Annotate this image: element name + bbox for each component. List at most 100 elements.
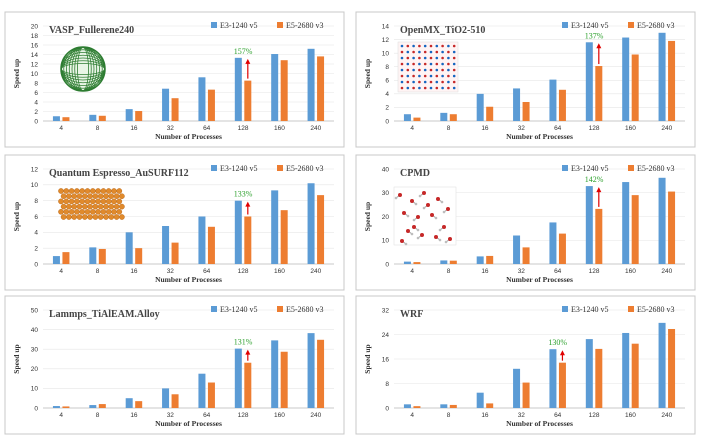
bar-e5-2680v3 [244, 80, 252, 121]
bar-e5-2680v3 [486, 255, 494, 264]
surface-atom [97, 203, 104, 210]
bar-e5-2680v3 [668, 328, 676, 408]
crystal-atom [447, 86, 450, 90]
crystal-atom [406, 56, 410, 60]
x-axis-label: Number of Processes [155, 275, 222, 284]
bar-e3-1240v5 [234, 57, 242, 121]
molecule-atom [410, 232, 414, 236]
y-tick-label: 24 [382, 332, 390, 339]
surface-atom [82, 203, 88, 210]
bar-e3-1240v5 [622, 182, 630, 264]
bar-e5-2680v3 [413, 406, 421, 408]
y-tick-label: 32 [382, 307, 390, 314]
legend-label-e5: E5-2680 v3 [637, 164, 675, 173]
crystal-atom [412, 86, 415, 90]
x-tick-label: 64 [554, 412, 562, 419]
crystal-atom [400, 56, 404, 60]
chart-panel-3: 0 2 4 6 8 10 12 4 8 16 32 64 128 160 240 Number of Proc… [4, 154, 345, 291]
x-tick-label: 8 [447, 412, 451, 419]
crystal-atom [418, 74, 421, 78]
fullerene-parallel [61, 63, 105, 75]
legend-swatch-e5 [628, 165, 634, 171]
bar-e5-2680v3 [62, 252, 70, 264]
bar-e5-2680v3 [98, 115, 106, 121]
bar-e5-2680v3 [631, 195, 639, 264]
bar-e3-1240v5 [307, 48, 315, 121]
y-tick-label: 8 [385, 381, 389, 388]
x-tick-label: 8 [447, 125, 451, 132]
bar-e3-1240v5 [52, 406, 60, 408]
bar-e3-1240v5 [271, 190, 279, 264]
bar-e3-1240v5 [513, 368, 521, 408]
crystal-atom [441, 50, 444, 54]
crystal-atom [447, 74, 450, 78]
molecule-atom [418, 194, 422, 198]
legend-label-e5: E5-2680 v3 [286, 164, 324, 173]
legend-label-e5: E5-2680 v3 [637, 21, 675, 30]
x-tick-label: 240 [310, 412, 321, 419]
molecule-atom [440, 200, 444, 204]
crystal-atom [452, 50, 456, 54]
y-axis-label: Speed up [363, 59, 372, 88]
y-tick-label: 10 [31, 71, 39, 78]
surface-atom [92, 203, 99, 210]
legend-swatch-e3 [211, 22, 217, 28]
annotation-arrowhead [596, 187, 602, 193]
molecule-atom [412, 225, 416, 229]
bar-e3-1240v5 [52, 256, 60, 264]
annotation-arrowhead [245, 349, 251, 355]
molecule-atom [412, 218, 416, 222]
bar-e5-2680v3 [135, 401, 143, 408]
surface-atom [84, 198, 91, 205]
surface-atom [116, 198, 123, 205]
x-tick-label: 240 [661, 268, 672, 275]
crystal-atom [412, 80, 415, 84]
x-axis-label: Number of Processes [506, 132, 573, 141]
x-tick-label: 128 [589, 125, 600, 132]
molecule-atom [434, 216, 438, 220]
bar-e5-2680v3 [668, 40, 676, 121]
bar-e3-1240v5 [658, 32, 666, 121]
y-tick-label: 20 [31, 23, 39, 30]
surface-atom [95, 198, 101, 205]
x-tick-label: 32 [167, 268, 175, 275]
crystal-atom [447, 68, 450, 72]
y-axis-label: Speed up [12, 202, 21, 231]
crystal-atom [418, 62, 421, 66]
bar-e5-2680v3 [449, 260, 457, 264]
bar-e5-2680v3 [62, 117, 70, 121]
surface-atom [116, 208, 123, 215]
molecule-atom [422, 191, 426, 195]
x-tick-label: 16 [481, 412, 489, 419]
surface-atom [74, 208, 80, 215]
chart-title: CPMD [400, 168, 430, 179]
crystal-atom [429, 62, 433, 66]
crystal-atom [441, 86, 444, 90]
bar-e3-1240v5 [403, 404, 411, 408]
bar-e3-1240v5 [585, 42, 593, 121]
bar-e3-1240v5 [234, 200, 242, 264]
molecule-atom [448, 237, 452, 241]
x-axis-label: Number of Processes [506, 275, 573, 284]
surface-atom [108, 193, 115, 199]
surface-atom [92, 193, 99, 199]
y-tick-label: 20 [382, 214, 390, 221]
y-tick-label: 8 [34, 198, 38, 205]
bar-e3-1240v5 [585, 186, 593, 264]
crystal-atom [452, 74, 456, 78]
x-tick-label: 32 [518, 412, 526, 419]
legend-swatch-e5 [277, 306, 283, 312]
crystal-atom [452, 62, 456, 66]
crystal-atom [435, 50, 439, 54]
bar-e5-2680v3 [207, 89, 215, 121]
surface-atom [58, 198, 64, 205]
crystal-atom [441, 68, 444, 72]
molecule-atom [406, 214, 410, 218]
bar-e5-2680v3 [449, 404, 457, 408]
surface-atom [116, 188, 123, 194]
annotation-label: 130% [548, 338, 567, 347]
molecule-atom [420, 233, 424, 237]
x-tick-label: 160 [274, 268, 285, 275]
crystal-atom [452, 86, 456, 90]
